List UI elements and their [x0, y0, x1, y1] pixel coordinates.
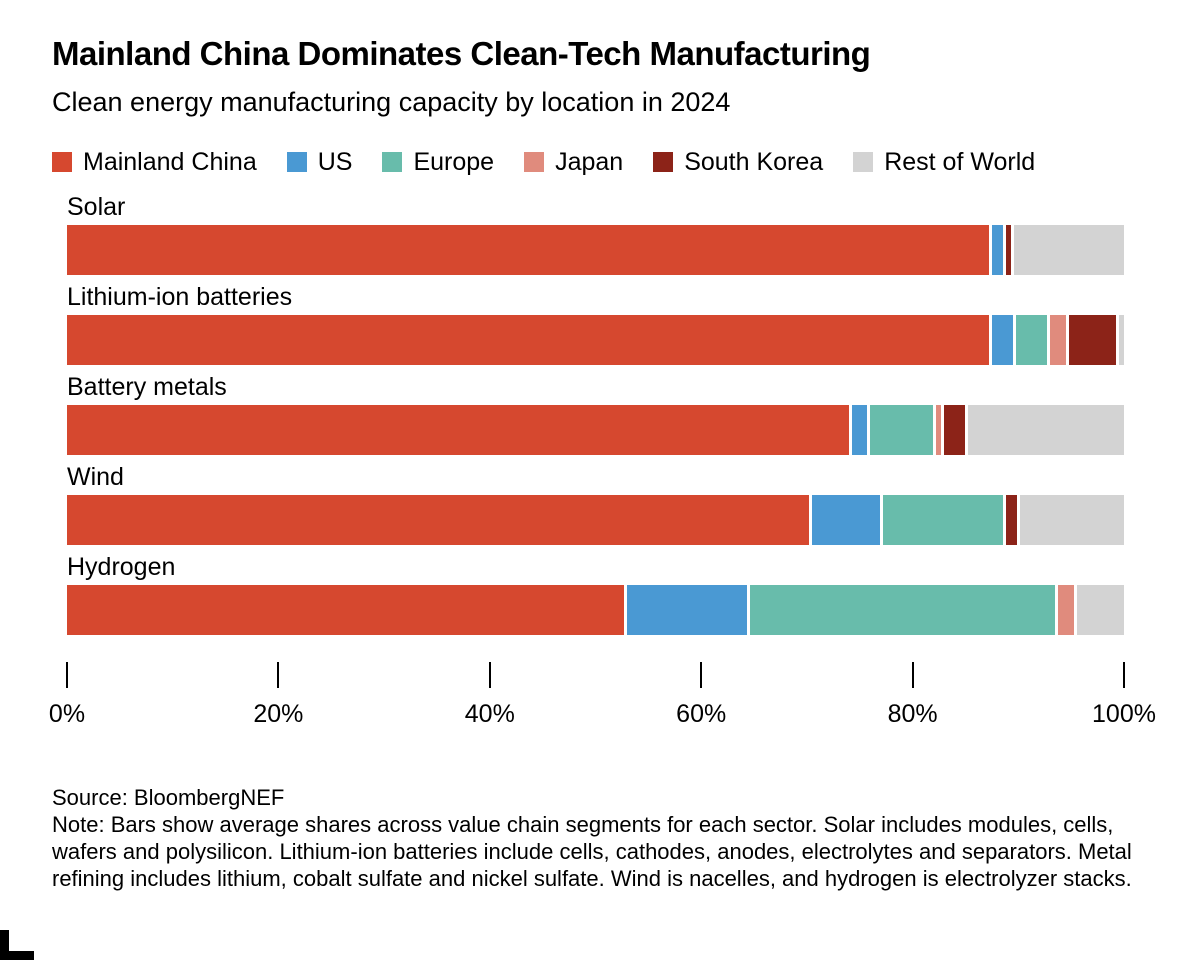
bar-segment — [967, 404, 1124, 455]
x-axis: 0% 20% 40% 60% 80% 100% — [49, 661, 1156, 732]
legend-item: Japan — [524, 148, 623, 177]
axis-tick — [1123, 661, 1125, 688]
stacked-bar — [67, 494, 1124, 545]
page-subtitle: Clean energy manufacturing capacity by l… — [52, 87, 731, 118]
stacked-bar — [67, 584, 1125, 635]
category-label: Wind — [67, 462, 124, 491]
axis-tick — [911, 661, 914, 688]
category-label: Hydrogen — [67, 552, 176, 581]
axis-tick — [66, 661, 68, 688]
bar-segment — [1016, 314, 1048, 365]
axis-tick-label: 60% — [676, 699, 727, 728]
legend-item: US — [286, 147, 353, 177]
legend-label: Rest of World — [884, 147, 1036, 176]
legend-swatch-icon — [52, 152, 72, 173]
bar-segment — [750, 584, 1055, 635]
bar-segment — [1058, 584, 1074, 635]
bar-segment — [1005, 224, 1011, 275]
bar-segment — [1076, 584, 1125, 635]
corner-mark — [0, 930, 34, 960]
bar-segment — [67, 224, 990, 275]
chart-row: Wind — [67, 462, 1148, 545]
bar-segment — [870, 404, 933, 455]
axis-tick — [277, 661, 280, 688]
legend-label: Europe — [413, 147, 495, 176]
bar-segment — [1118, 314, 1124, 365]
chart-row: Solar — [67, 192, 1148, 275]
bar-segment — [935, 404, 941, 455]
axis-tick-label: 0% — [48, 699, 86, 728]
chart-row: Battery metals — [67, 372, 1148, 455]
bar-segment — [992, 224, 1003, 275]
bar-segment — [811, 494, 880, 545]
axis-tick-label: 80% — [887, 699, 938, 728]
chart-row: Hydrogen — [67, 552, 1148, 635]
legend-item: South Korea — [653, 148, 823, 177]
legend-item: Rest of World — [853, 148, 1035, 177]
chart-page: Mainland China Dominates Clean-Tech Manu… — [49, 35, 1156, 892]
bar-segment — [992, 314, 1014, 365]
legend-label: Mainland China — [83, 147, 257, 176]
legend-swatch-icon — [653, 152, 674, 173]
bar-segment — [67, 404, 849, 455]
legend-swatch-icon — [286, 152, 307, 173]
category-label: Battery metals — [67, 372, 227, 401]
stacked-bar — [67, 404, 1124, 455]
axis-tick — [700, 661, 703, 688]
legend-item: Mainland China — [52, 148, 257, 177]
legend-label: South Korea — [684, 147, 824, 176]
page-title: Mainland China Dominates Clean-Tech Manu… — [52, 35, 871, 72]
stacked-bar — [67, 224, 1124, 275]
category-label: Solar — [67, 192, 126, 221]
axis-tick-label: 100% — [1092, 699, 1156, 728]
bar-segment — [882, 494, 1004, 545]
bar-segment — [1019, 494, 1124, 545]
legend-label: Japan — [555, 147, 624, 176]
bar-segment — [626, 584, 748, 635]
note-text: Note: Bars show average shares across va… — [52, 811, 1132, 891]
bar-segment — [67, 584, 624, 635]
legend-swatch-icon — [853, 152, 874, 173]
bar-segment — [1006, 494, 1017, 545]
chart-row: Lithium-ion batteries — [67, 282, 1148, 365]
bar-segment — [1068, 314, 1116, 365]
bar-segment — [851, 404, 868, 455]
bar-segment — [1050, 314, 1066, 365]
bar-segment — [1013, 224, 1124, 275]
footer: Source: BloombergNEF Note: Bars show ave… — [52, 784, 1148, 892]
axis-tick-label: 20% — [253, 699, 304, 728]
bar-segment — [943, 404, 965, 455]
legend-item: Europe — [382, 148, 494, 177]
legend: Mainland China US Europe Japan South Korea Re… — [52, 147, 1148, 177]
stacked-bar-chart: Solar Lithium-ion batteries Battery metals… — [67, 192, 1148, 635]
stacked-bar — [67, 314, 1124, 365]
axis-tick-label: 40% — [464, 699, 515, 728]
legend-label: US — [317, 147, 353, 176]
bar-segment — [67, 494, 809, 545]
source-text: Source: BloombergNEF — [52, 784, 285, 810]
axis-tick — [488, 661, 491, 688]
legend-swatch-icon — [382, 152, 403, 173]
bar-segment — [67, 314, 990, 365]
legend-swatch-icon — [524, 152, 545, 173]
category-label: Lithium-ion batteries — [67, 282, 293, 311]
